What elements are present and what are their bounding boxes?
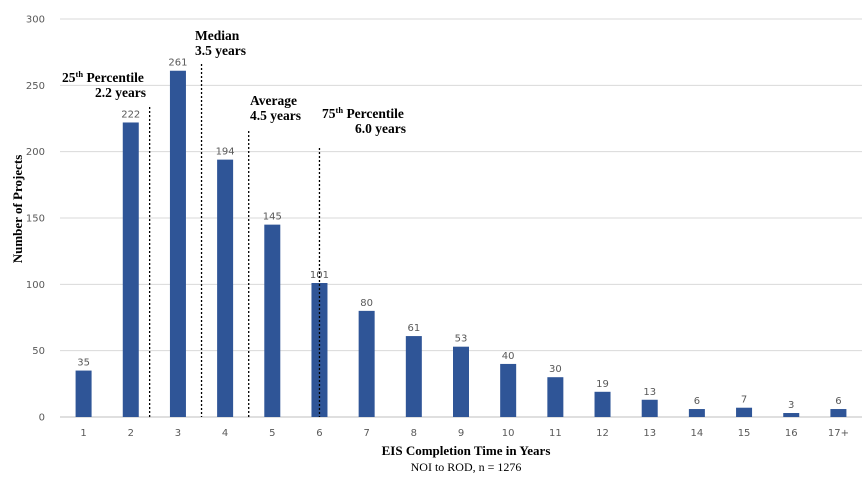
bar <box>500 363 517 417</box>
data-label: 40 <box>502 351 515 362</box>
bar <box>405 336 422 417</box>
y-tick-label: 250 <box>26 81 45 92</box>
x-tick-label: 12 <box>596 428 609 439</box>
bar <box>217 159 234 418</box>
annotation-title: Average <box>250 93 297 108</box>
x-tick-label: 15 <box>738 428 751 439</box>
y-axis-title: Number of Projects <box>10 155 25 264</box>
y-tick-label: 100 <box>26 280 45 291</box>
data-label: 61 <box>407 323 420 334</box>
data-label: 194 <box>216 147 235 158</box>
bar <box>264 224 281 417</box>
x-tick-label: 17+ <box>828 428 849 439</box>
x-axis-title: EIS Completion Time in Years <box>382 443 551 458</box>
data-label: 7 <box>741 395 747 406</box>
bar <box>736 407 753 417</box>
data-label: 80 <box>360 298 373 309</box>
y-tick-label: 300 <box>26 15 45 26</box>
annotation-title: Median <box>195 28 240 43</box>
data-label: 30 <box>549 364 562 375</box>
x-tick-label: 6 <box>316 428 322 439</box>
data-label: 101 <box>310 270 329 281</box>
y-axis-ticks: 0 50 100 150 200 250 300 <box>26 15 45 424</box>
x-tick-label: 8 <box>411 428 417 439</box>
annotation-value: 3.5 years <box>195 43 246 58</box>
x-tick-label: 2 <box>128 428 134 439</box>
x-tick-label: 1 <box>80 428 86 439</box>
x-tick-label: 10 <box>502 428 515 439</box>
bar <box>641 399 658 417</box>
data-label: 3 <box>788 400 794 411</box>
bar <box>688 409 705 417</box>
y-tick-label: 0 <box>39 413 45 424</box>
x-axis-subtitle: NOI to ROD, n = 1276 <box>411 460 522 474</box>
bar <box>169 70 186 418</box>
x-tick-label: 5 <box>269 428 275 439</box>
x-tick-label: 7 <box>363 428 369 439</box>
bars <box>75 70 847 418</box>
annotation-value: 4.5 years <box>250 108 301 123</box>
bar <box>830 409 847 417</box>
bar <box>358 310 375 417</box>
data-label: 35 <box>77 358 90 369</box>
data-label: 261 <box>168 58 187 69</box>
bar <box>594 391 611 417</box>
y-tick-label: 50 <box>32 346 45 357</box>
data-label: 145 <box>263 212 282 223</box>
data-labels: 35 222 261 194 145 101 80 61 53 40 30 19 13 6 7 3 6 <box>77 58 841 411</box>
bar <box>453 346 469 417</box>
x-tick-label: 16 <box>785 428 798 439</box>
data-label: 6 <box>835 396 841 407</box>
bar <box>547 377 564 417</box>
bar <box>75 370 92 417</box>
gridlines <box>60 18 862 418</box>
x-axis-ticks: 1 2 3 4 5 6 7 8 9 10 11 12 13 14 15 16 17+ <box>80 428 849 439</box>
x-tick-label: 9 <box>458 428 464 439</box>
x-tick-label: 3 <box>175 428 181 439</box>
data-label: 19 <box>596 379 609 390</box>
y-tick-label: 150 <box>26 214 45 225</box>
data-label: 13 <box>643 387 656 398</box>
annotation-value: 6.0 years <box>355 121 406 136</box>
bar <box>311 283 328 417</box>
data-label: 53 <box>455 334 468 345</box>
bar <box>122 122 139 417</box>
x-tick-label: 13 <box>643 428 656 439</box>
data-label: 222 <box>121 109 140 120</box>
y-tick-label: 200 <box>26 147 45 158</box>
x-tick-label: 11 <box>549 428 562 439</box>
data-label: 6 <box>694 396 700 407</box>
x-tick-label: 14 <box>691 428 704 439</box>
x-tick-label: 4 <box>222 428 228 439</box>
annotation-title: 25th Percentile <box>62 69 144 85</box>
bar <box>783 413 800 417</box>
annotation-title: 75th Percentile <box>322 105 404 121</box>
annotation-value: 2.2 years <box>95 85 146 100</box>
